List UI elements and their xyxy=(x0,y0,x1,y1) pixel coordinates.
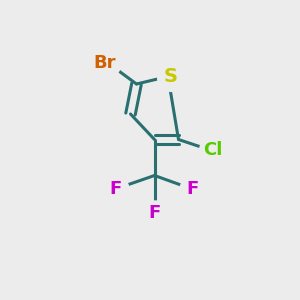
Text: F: F xyxy=(110,180,122,198)
Text: Br: Br xyxy=(94,54,116,72)
Text: Cl: Cl xyxy=(203,141,223,159)
Text: F: F xyxy=(148,204,160,222)
Text: S: S xyxy=(164,67,178,86)
Text: F: F xyxy=(186,180,198,198)
